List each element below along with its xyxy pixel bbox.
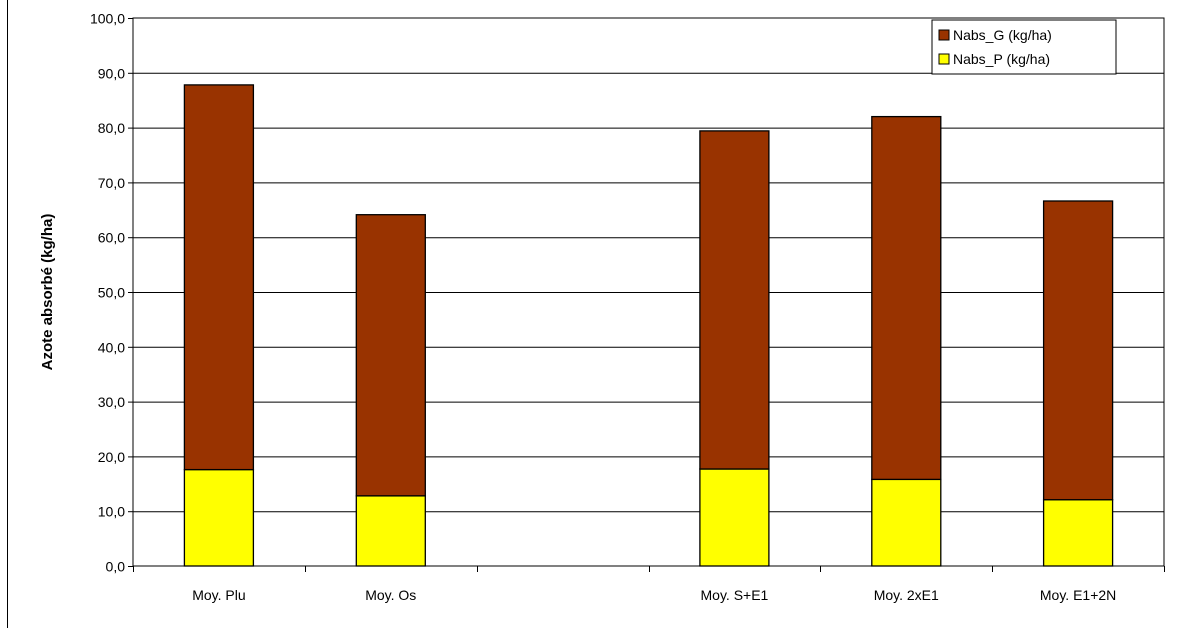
legend-swatch: [938, 29, 950, 41]
x-category-label: Moy. S+E1: [701, 587, 769, 603]
legend-entry: Nabs_G (kg/ha): [953, 27, 1052, 43]
bar-segment: [699, 130, 770, 470]
bars: [183, 84, 1114, 567]
y-tick-label: 0,0: [106, 559, 126, 575]
x-category-label: Moy. 2xE1: [874, 587, 939, 603]
gridlines: [132, 17, 1165, 567]
left-border-line: [7, 0, 8, 628]
bar-segment: [1042, 200, 1114, 501]
legend: Nabs_G (kg/ha) Nabs_P (kg/ha): [931, 19, 1117, 75]
bar-segment: [871, 115, 942, 481]
legend-swatch: [938, 53, 950, 65]
y-tick-label: 20,0: [98, 449, 125, 465]
y-tick-label: 90,0: [98, 65, 125, 81]
bar-segment: [871, 478, 942, 567]
bar-segment: [355, 214, 426, 497]
bar-segment: [355, 495, 426, 567]
y-tick-label: 40,0: [98, 339, 125, 355]
y-tick-label: 30,0: [98, 394, 125, 410]
bar-segment: [183, 468, 255, 567]
y-tick-label: 100,0: [90, 11, 125, 27]
y-tick-labels: 0,0 10,0 20,0 30,0 40,0 50,0 60,0 70,0 80,0 90,0 1…: [90, 11, 125, 575]
y-tick-label: 50,0: [98, 285, 125, 301]
y-tick-label: 70,0: [98, 175, 125, 191]
y-tick-label: 10,0: [98, 504, 125, 520]
y-tick-label: 60,0: [98, 230, 125, 246]
y-tick-label: 80,0: [98, 120, 125, 136]
bar-segment: [183, 84, 255, 471]
y-axis-label: Azote absorbé (kg/ha): [39, 214, 56, 371]
x-category-labels: Moy. Plu Moy. Os Moy. S+E1 Moy. 2xE1 Moy. E1…: [192, 587, 1116, 603]
x-category-label: Moy. Plu: [192, 587, 245, 603]
x-category-label: Moy. E1+2N: [1040, 587, 1116, 603]
axes: [128, 18, 1165, 572]
legend-box: [931, 19, 1117, 75]
bar-segment: [699, 468, 770, 567]
bar-segment: [1042, 499, 1114, 567]
legend-entry: Nabs_P (kg/ha): [953, 51, 1050, 67]
x-category-label: Moy. Os: [365, 587, 416, 603]
